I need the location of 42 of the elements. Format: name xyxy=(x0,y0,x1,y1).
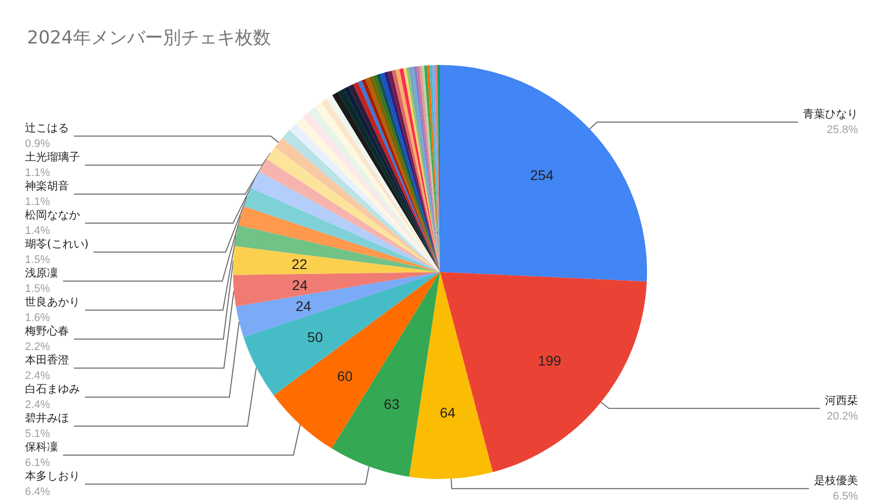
data-label: 22 xyxy=(292,256,308,272)
slice-label: 瑚苓(これい) xyxy=(25,238,89,251)
data-label: 254 xyxy=(530,166,554,183)
text: 6.1% xyxy=(25,457,50,470)
text: 1.5% xyxy=(25,283,50,296)
text: 2.4% xyxy=(25,370,50,382)
slice-label: 土光瑠璃子 xyxy=(25,150,80,164)
text: 2.2% xyxy=(25,341,50,354)
slice-label: 是枝優美 xyxy=(814,474,858,488)
data-label: 199 xyxy=(538,352,562,368)
text: 5.1% xyxy=(25,428,50,440)
slice-label: 辻こはる xyxy=(25,122,69,135)
data-label: 24 xyxy=(292,276,308,293)
slice-label: 本多しおり xyxy=(25,470,80,483)
slice-label: 白石まゆみ xyxy=(25,382,80,396)
text: 1.1% xyxy=(25,196,50,208)
slice-label: 保科凜 xyxy=(25,440,58,454)
text: 20.2% xyxy=(826,410,858,422)
text: 1.5% xyxy=(25,254,50,266)
slice-label: 河西栞 xyxy=(825,394,858,407)
slice-label: 松岡ななか xyxy=(25,208,80,222)
chart-title: 2024年メンバー別チェキ枚数 xyxy=(27,28,271,48)
text: 6.5% xyxy=(832,490,858,503)
text: 1.6% xyxy=(25,312,50,324)
text: 6.4% xyxy=(25,486,50,498)
slice-label: 神楽胡音 xyxy=(25,180,69,193)
slice-label: 本田香澄 xyxy=(25,354,69,367)
slice-label: 梅野心春 xyxy=(24,324,69,338)
text: 2.4% xyxy=(25,399,50,412)
text: 1.4% xyxy=(25,225,50,238)
data-label: 24 xyxy=(296,298,312,314)
data-label: 60 xyxy=(337,368,353,384)
slice-label: 世良あかり xyxy=(25,296,80,309)
data-label: 63 xyxy=(384,396,400,412)
text: 1.1% xyxy=(25,167,50,180)
data-label: 64 xyxy=(440,404,456,421)
data-label: 50 xyxy=(307,328,324,345)
slice-label: 碧井みほ xyxy=(25,412,69,425)
slice-label: 青葉ひなり xyxy=(803,108,858,121)
text: 0.9% xyxy=(25,138,50,150)
text: 25.8% xyxy=(826,124,858,136)
slice-label: 浅原凜 xyxy=(25,266,58,280)
